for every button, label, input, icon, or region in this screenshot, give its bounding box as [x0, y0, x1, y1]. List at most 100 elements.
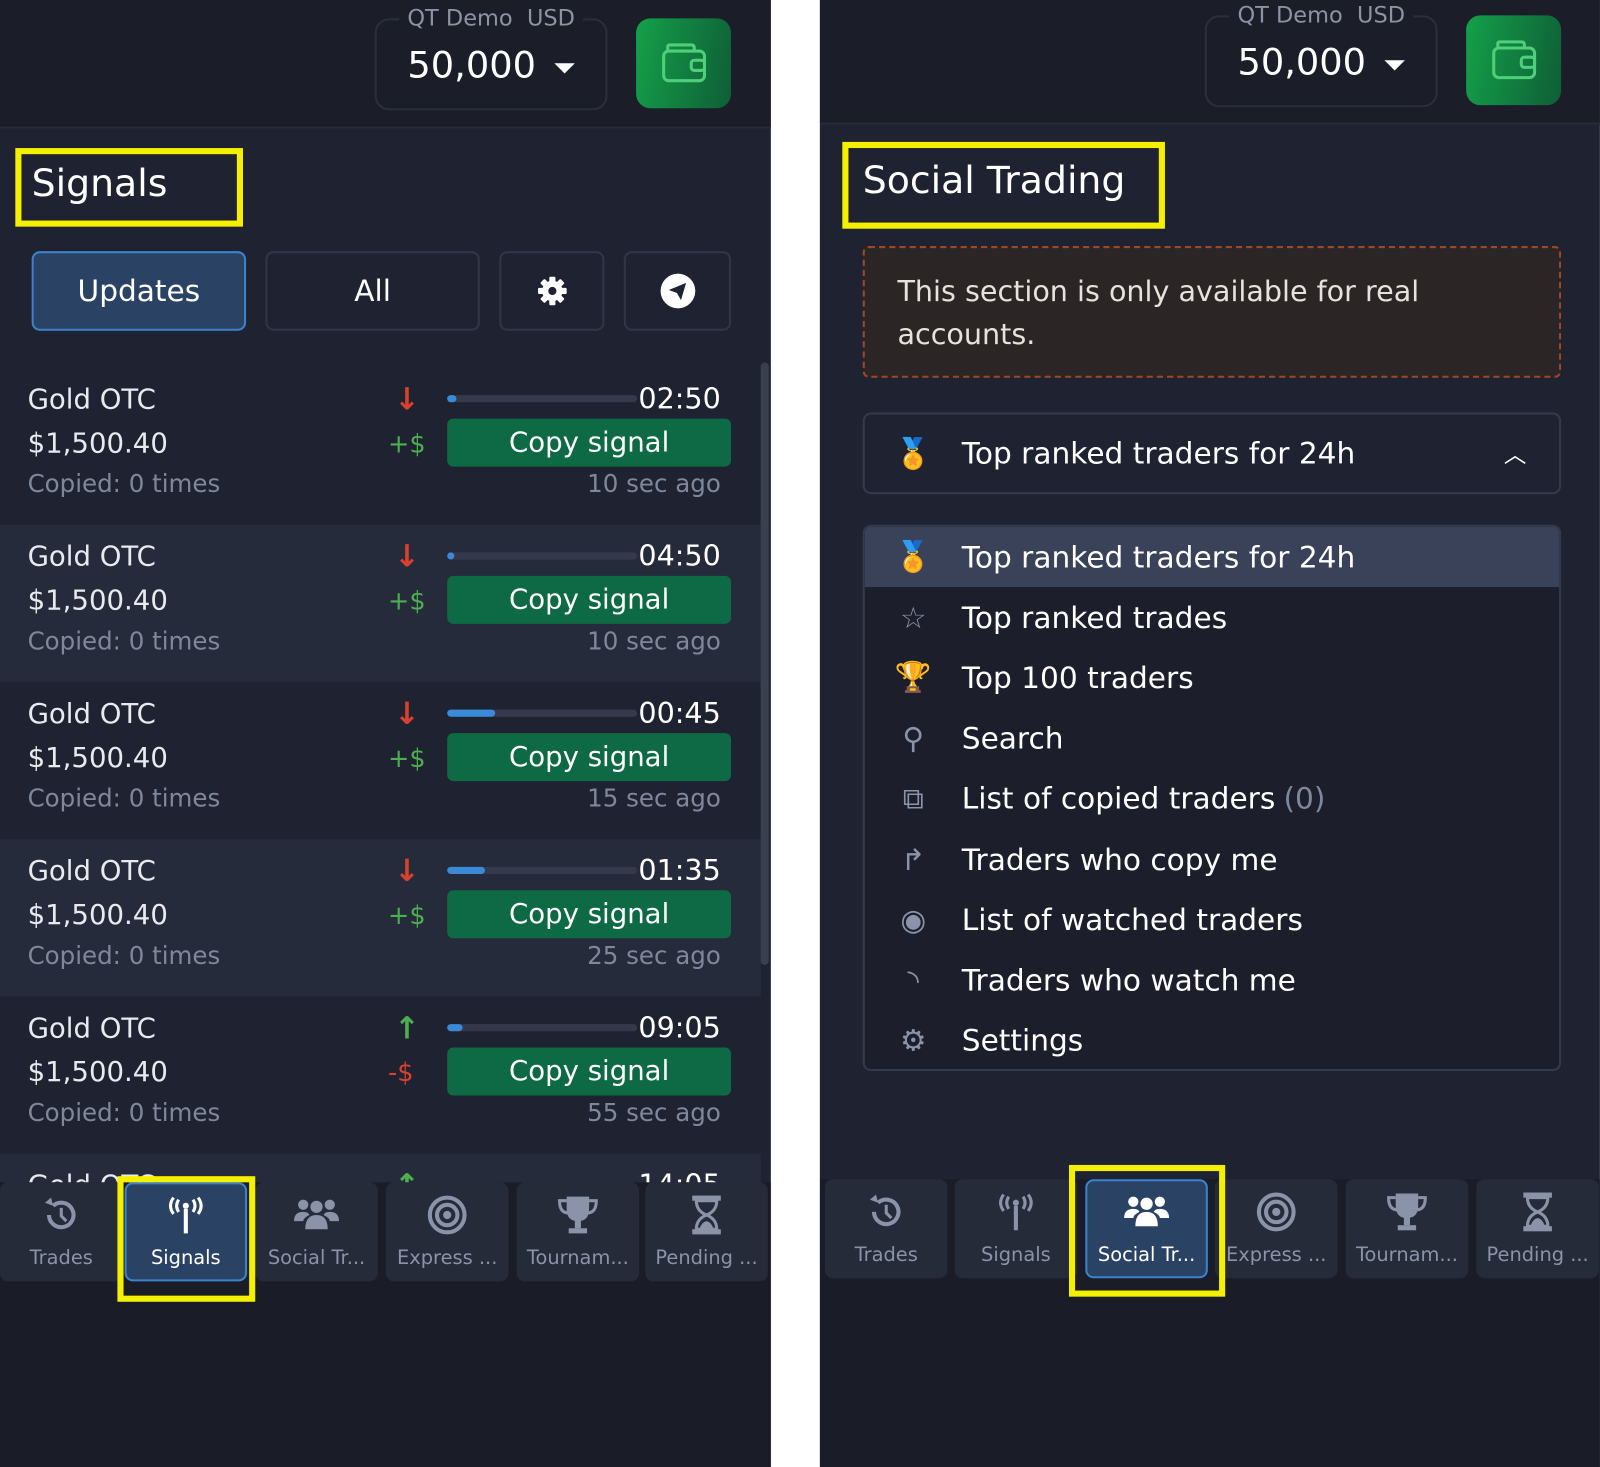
nav-tab-trades[interactable]: Trades	[824, 1179, 948, 1279]
highlight-box	[842, 141, 1165, 229]
signal-price: $1,500.40	[27, 899, 168, 932]
progress-fill	[447, 709, 495, 717]
menu-item-label: List of watched traders	[961, 902, 1303, 937]
menu-item-count: (0)	[1283, 781, 1326, 817]
menu-item[interactable]: ⚙ Settings	[865, 1010, 1559, 1069]
copied-count: Copied: 0 times	[27, 1098, 221, 1128]
signal-progress	[447, 395, 638, 403]
highlight-box	[117, 1176, 256, 1302]
nav-tab-pending[interactable]: Pending ...	[1476, 1179, 1599, 1279]
wallet-button[interactable]	[636, 18, 732, 109]
menu-item[interactable]: 🏅 Top ranked traders for 24h	[864, 526, 1560, 588]
page-title: Social Trading	[862, 158, 1126, 203]
hourglass-icon	[689, 1195, 724, 1247]
nav-tab-tournam[interactable]: Tournam...	[516, 1182, 640, 1282]
nav-tab-tournam[interactable]: Tournam...	[1345, 1179, 1469, 1279]
menu-item-label: Traders who copy me	[961, 841, 1278, 877]
copied-count: Copied: 0 times	[27, 469, 221, 499]
copied-count: Copied: 0 times	[27, 784, 221, 813]
nav-tab-social-tr[interactable]: Social Tr...	[255, 1182, 378, 1282]
menu-item-label: Search	[961, 720, 1064, 756]
signal-asset: Gold OTC	[27, 383, 156, 416]
nav-tab-label: Trades	[29, 1246, 93, 1270]
trophy-icon	[1384, 1192, 1429, 1244]
bottom-area	[819, 1179, 1600, 1467]
section-dropdown[interactable]: 🏅 Top ranked traders for 24h ︿	[862, 412, 1562, 495]
page-title: Signals	[31, 161, 168, 206]
header: QT Demo USD 50,000	[819, 0, 1600, 125]
nav-tab-label: Express ...	[1226, 1243, 1327, 1267]
users-icon	[292, 1195, 341, 1247]
copy-signal-button[interactable]: Copy signal	[447, 733, 732, 782]
signal-time: 04:50	[638, 539, 721, 573]
signal-progress	[447, 709, 638, 717]
nav-tab-signals[interactable]: Signals	[954, 1179, 1078, 1279]
menu-item-label: Settings	[961, 1023, 1084, 1058]
nav-tab-signals[interactable]: Signals	[124, 1182, 248, 1282]
payout-indicator: +$	[387, 586, 426, 616]
menu-item[interactable]: 🏆 Top 100 traders	[865, 648, 1559, 708]
nav-tab-social-tr[interactable]: Social Tr...	[1085, 1179, 1208, 1279]
arrow-down-icon: ↓	[394, 539, 420, 575]
signals-panel: QT Demo USD 50,000 Signals Updates All G…	[0, 0, 771, 1467]
trophy-icon: 🏆	[894, 660, 932, 695]
nav-tab-label: Pending ...	[655, 1246, 758, 1270]
signal-row: Gold OTC ↓ 00:45 $1,500.40 Copied: 0 time…	[0, 682, 761, 839]
balance-selector[interactable]: QT Demo USD 50,000	[1204, 3, 1438, 108]
progress-fill	[447, 866, 486, 874]
dropdown-value: Top ranked traders for 24h	[961, 435, 1356, 471]
history-icon	[866, 1192, 907, 1244]
signal-age: 10 sec ago	[587, 626, 721, 656]
wallet-icon	[1491, 40, 1536, 80]
menu-item[interactable]: ↱ Traders who copy me	[865, 829, 1559, 889]
menu-item[interactable]: ⧉ List of copied traders (0)	[865, 769, 1559, 829]
signal-asset: Gold OTC	[27, 855, 156, 888]
payout-indicator: +$	[387, 900, 426, 931]
copy-signal-button[interactable]: Copy signal	[447, 1047, 732, 1096]
signal-price: $1,500.40	[27, 1056, 168, 1089]
caret-down-icon	[1384, 60, 1405, 71]
share-icon: ↱	[900, 841, 926, 877]
chevron-up-icon: ︿	[1503, 443, 1527, 469]
arrow-up-icon: ↑	[394, 1010, 420, 1047]
wallet-icon	[661, 43, 706, 83]
scrollbar[interactable]	[760, 362, 769, 965]
copy-signal-button[interactable]: Copy signal	[447, 418, 732, 467]
search-icon: ⚲	[902, 720, 925, 756]
signal-age: 10 sec ago	[587, 469, 721, 499]
signal-progress	[447, 866, 638, 874]
copy-signal-button[interactable]: Copy signal	[447, 890, 732, 939]
account-label: QT Demo USD	[399, 6, 584, 32]
settings-button[interactable]	[499, 251, 605, 331]
balance-amount: 50,000	[407, 44, 536, 87]
nav-tab-pending[interactable]: Pending ...	[645, 1182, 768, 1282]
nav-tab-label: Trades	[854, 1243, 918, 1267]
nav-tab-trades[interactable]: Trades	[0, 1182, 123, 1282]
telegram-button[interactable]	[623, 251, 732, 331]
nav-tab-label: Tournam...	[1355, 1243, 1458, 1267]
copied-count: Copied: 0 times	[27, 941, 221, 970]
eye-icon: ◉	[900, 902, 927, 937]
copied-count: Copied: 0 times	[27, 626, 221, 656]
nav-tab-express[interactable]: Express ...	[385, 1182, 509, 1282]
tab-updates[interactable]: Updates	[31, 251, 247, 331]
nav-tab-express[interactable]: Express ...	[1214, 1179, 1338, 1279]
signal-progress	[447, 1024, 638, 1032]
wallet-button[interactable]	[1466, 15, 1562, 106]
balance-selector[interactable]: QT Demo USD 50,000	[374, 6, 608, 111]
menu-item[interactable]: ☆ Top ranked trades	[865, 587, 1559, 647]
telegram-icon	[660, 273, 695, 309]
tab-all[interactable]: All	[265, 251, 480, 331]
menu-item[interactable]: ◝ Traders who watch me	[865, 950, 1559, 1010]
hourglass-icon	[1520, 1192, 1555, 1244]
copy-signal-button[interactable]: Copy signal	[447, 575, 732, 624]
arrow-down-icon: ↓	[394, 381, 420, 418]
gear-icon: ⚙	[900, 1023, 927, 1058]
progress-fill	[447, 1024, 463, 1032]
medal-24-icon: 🏅	[894, 539, 932, 574]
antenna-icon	[995, 1192, 1036, 1244]
menu-item[interactable]: ◉ List of watched traders	[865, 889, 1559, 949]
menu-item[interactable]: ⚲ Search	[865, 708, 1559, 768]
real-account-warning: This section is only available for real …	[862, 246, 1562, 378]
nav-tab-label: Social Tr...	[267, 1246, 366, 1270]
